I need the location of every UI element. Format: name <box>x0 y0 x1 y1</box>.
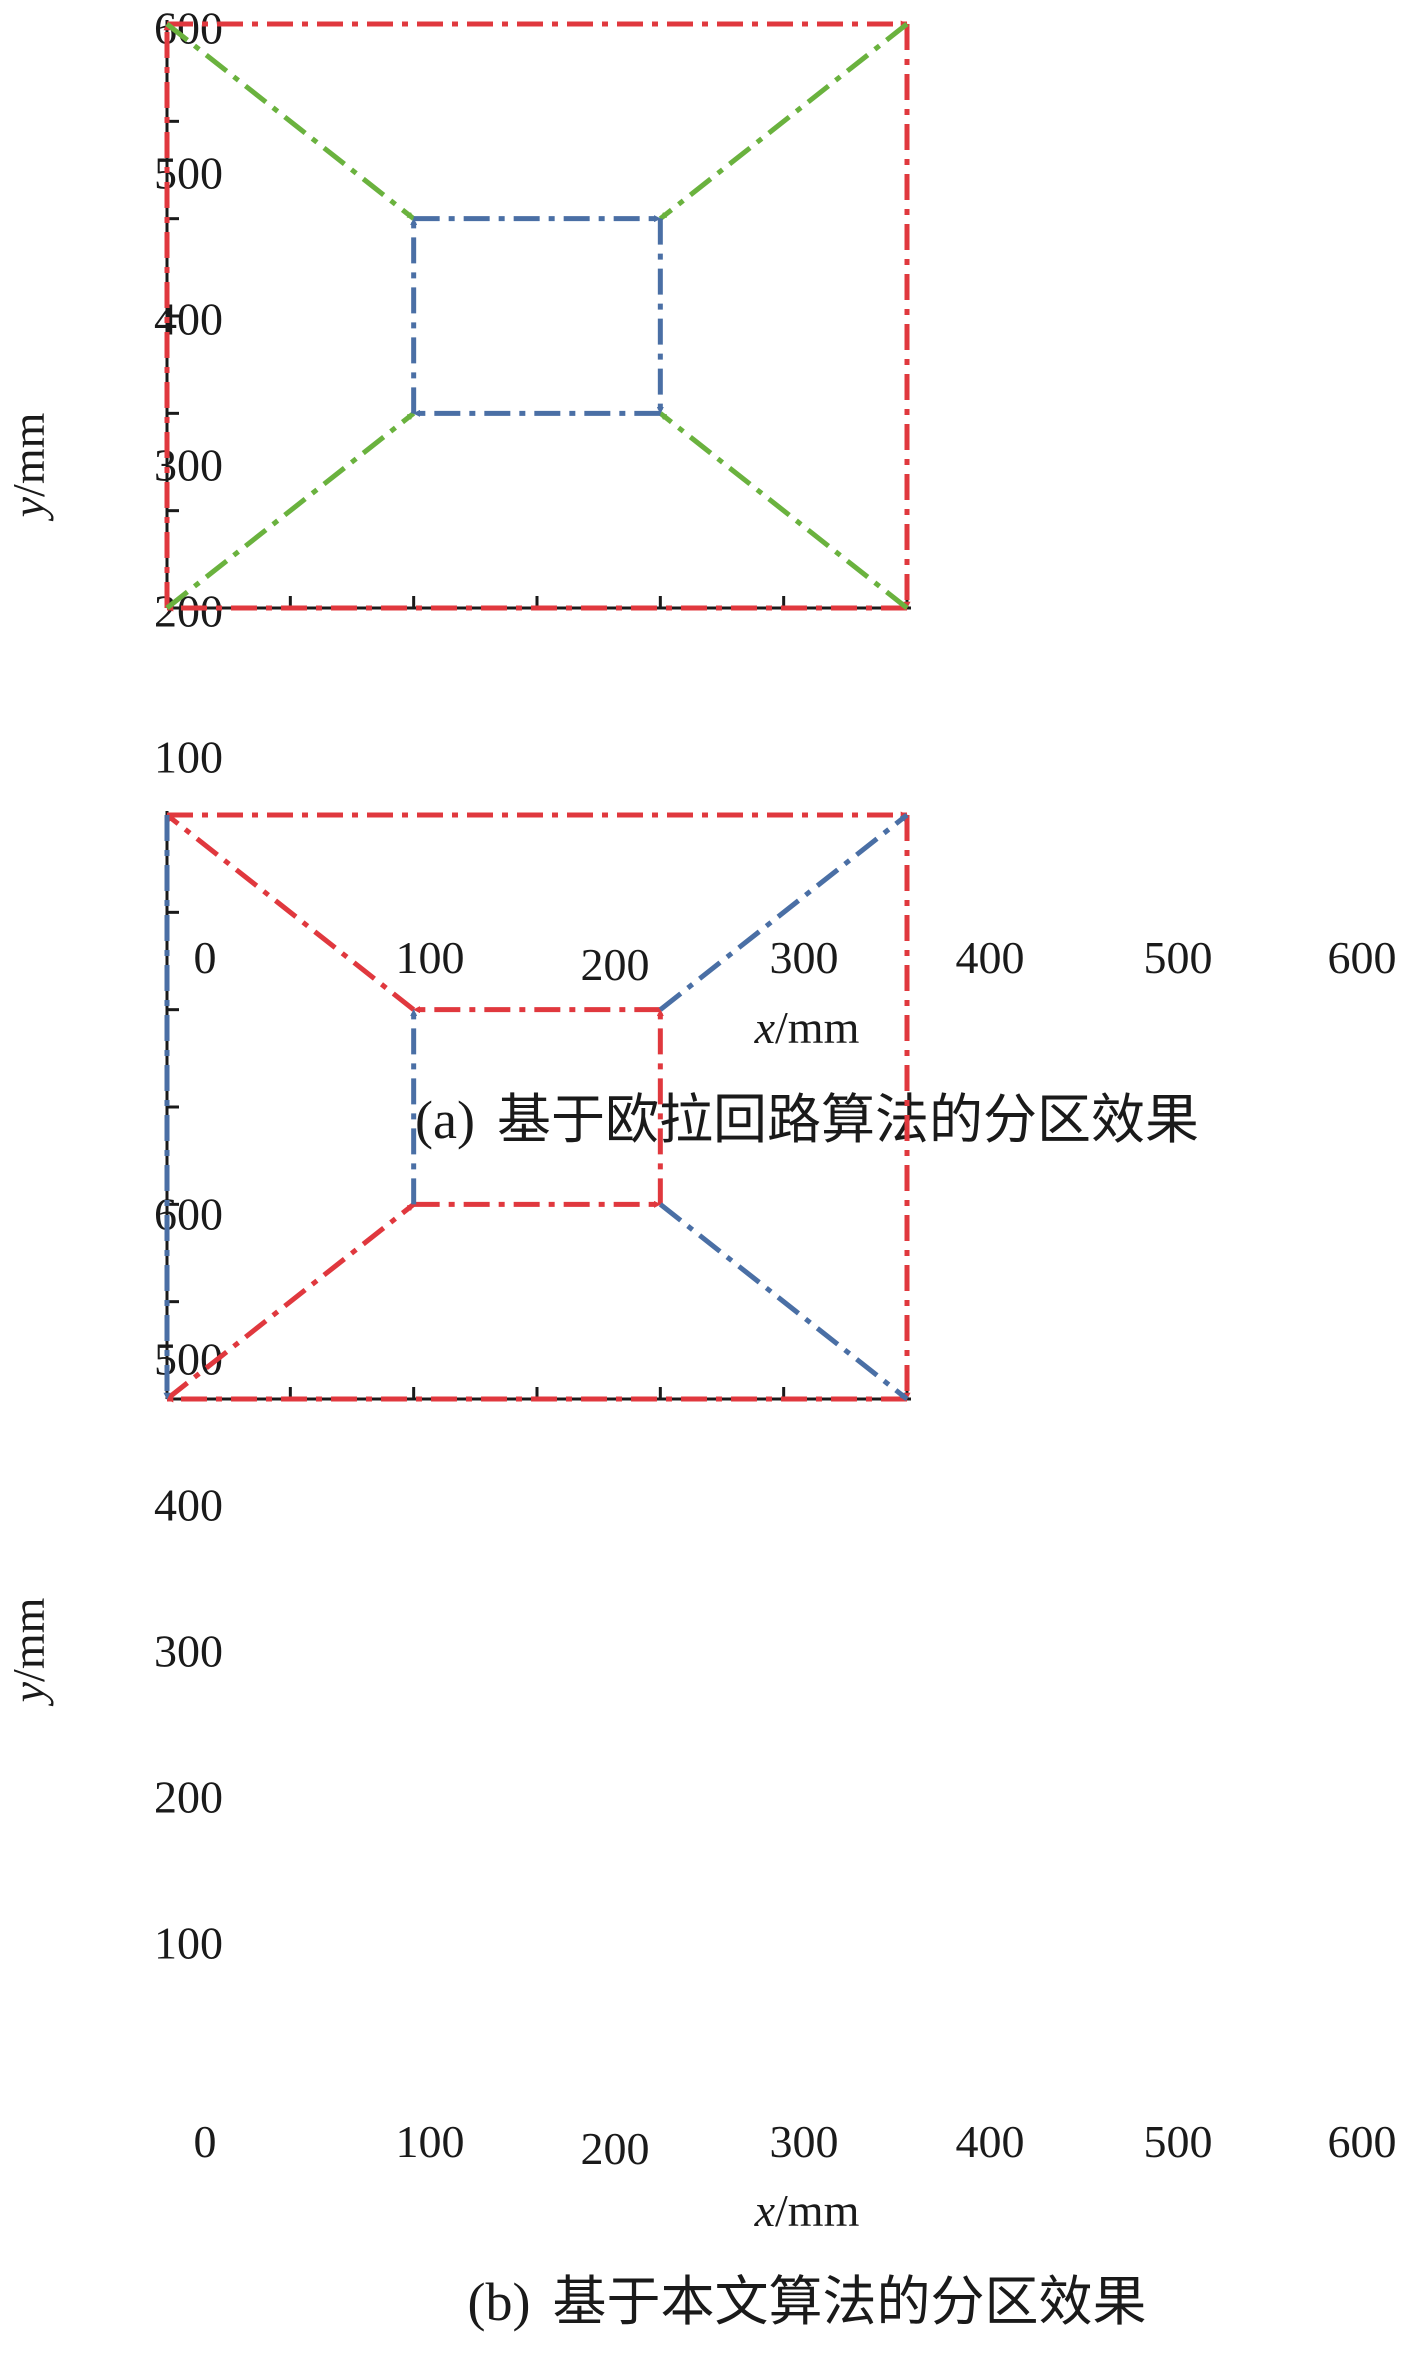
y-tick-label: 400 <box>154 294 223 345</box>
panel-b-caption: (b) 基于本文算法的分区效果 <box>468 2270 1147 2333</box>
edge-green <box>658 22 909 221</box>
panel-a: 100 200 300 400 500 600 0 100 200 300 40… <box>3 3 1397 1151</box>
caption-prefix: (a) <box>415 1090 475 1150</box>
panel-a-y-axis-label: y/mm <box>3 412 54 521</box>
y-tick-label: 500 <box>154 1334 223 1385</box>
x-tick-label: 500 <box>1144 932 1213 983</box>
y-tick-label: 300 <box>154 440 223 491</box>
y-tick-label: 300 <box>154 1626 223 1677</box>
y-tick-label: 200 <box>154 586 223 637</box>
x-tick-label: 100 <box>396 932 465 983</box>
y-axis-unit: /mm <box>3 412 54 497</box>
panel-a-x-axis-label: x/mm <box>754 1002 860 1053</box>
x-tick-label: 500 <box>1144 2116 1213 2167</box>
y-axis-variable: y <box>3 1681 54 1706</box>
panel-a-x-tick-labels: 0 100 200 300 400 500 600 <box>194 932 1397 990</box>
panel-b-x-axis-label: x/mm <box>754 2185 860 2236</box>
x-tick-label: 0 <box>194 2116 217 2167</box>
edge-blue <box>658 1202 909 1401</box>
panel-a-y-tick-labels: 100 200 300 400 500 600 <box>154 3 223 783</box>
panel-b: 100 200 300 400 500 600 0 100 200 300 40… <box>3 811 1397 2333</box>
x-tick-label: 600 <box>1328 2116 1397 2167</box>
panel-b-y-tick-labels: 100 200 300 400 500 600 <box>154 1189 223 1969</box>
y-tick-label: 100 <box>154 732 223 783</box>
panel-b-x-tick-labels: 0 100 200 300 400 500 600 <box>194 2116 1397 2174</box>
x-tick-label: 200 <box>581 939 650 990</box>
panel-a-caption: (a) 基于欧拉回路算法的分区效果 <box>415 1088 1199 1151</box>
y-tick-label: 600 <box>154 1189 223 1240</box>
edge-red <box>165 1202 416 1401</box>
caption-text: 基于欧拉回路算法的分区效果 <box>497 1088 1199 1151</box>
edge-blue <box>658 813 909 1012</box>
y-tick-label: 500 <box>154 148 223 199</box>
x-tick-label: 300 <box>770 2116 839 2167</box>
x-axis-variable: x <box>754 1002 776 1053</box>
x-tick-label: 200 <box>581 2123 650 2174</box>
x-tick-label: 400 <box>956 2116 1025 2167</box>
x-tick-label: 400 <box>956 932 1025 983</box>
edge-green <box>165 22 416 221</box>
edge-green <box>165 411 416 610</box>
edge-red <box>165 813 416 1012</box>
x-axis-unit: /mm <box>775 1002 860 1053</box>
y-tick-label: 200 <box>154 1772 223 1823</box>
y-axis-variable: y <box>3 496 54 521</box>
panel-b-edges <box>163 811 911 1403</box>
caption-text: 基于本文算法的分区效果 <box>552 2270 1146 2333</box>
caption-prefix: (b) <box>468 2272 531 2332</box>
x-axis-variable: x <box>754 2185 776 2236</box>
x-tick-label: 100 <box>396 2116 465 2167</box>
edge-green <box>658 411 909 610</box>
panel-b-y-axis-label: y/mm <box>3 1597 54 1706</box>
y-tick-label: 600 <box>154 3 223 54</box>
y-tick-label: 400 <box>154 1480 223 1531</box>
y-tick-label: 100 <box>154 1918 223 1969</box>
panel-a-edges <box>163 20 911 612</box>
x-tick-label: 0 <box>194 932 217 983</box>
x-tick-label: 600 <box>1328 932 1397 983</box>
x-axis-unit: /mm <box>775 2185 860 2236</box>
y-axis-unit: /mm <box>3 1597 54 1682</box>
x-tick-label: 300 <box>770 932 839 983</box>
